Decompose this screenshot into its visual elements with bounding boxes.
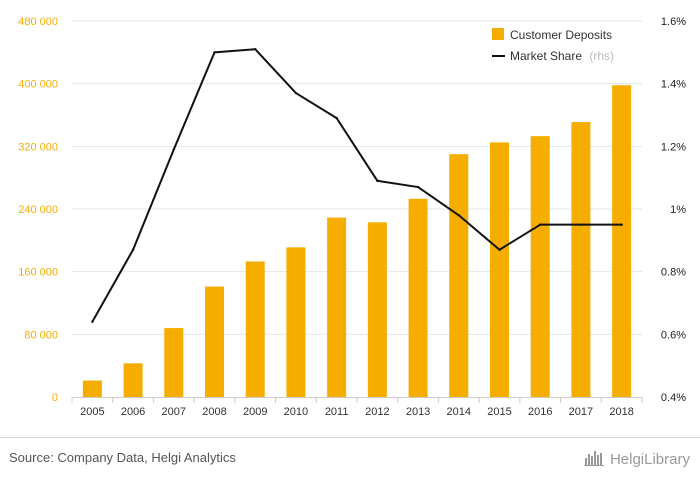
x-tick-label: 2013 bbox=[406, 406, 430, 418]
market-share-point[interactable] bbox=[416, 185, 420, 189]
x-tick-label: 2011 bbox=[325, 406, 349, 418]
x-tick-label: 2018 bbox=[609, 406, 633, 418]
brand-name: HelgiLibrary bbox=[609, 451, 690, 468]
library-icon bbox=[583, 448, 606, 471]
y-right-tick-label: 0.4% bbox=[661, 392, 686, 404]
axes: 0 80 000 160 000 240 000 320 000 400 000 480 0… bbox=[18, 16, 686, 418]
market-share-point[interactable] bbox=[294, 91, 298, 95]
market-share-point[interactable] bbox=[376, 179, 379, 182]
brand-logo[interactable]: HelgiLibrary bbox=[583, 448, 690, 471]
deposit-bar[interactable] bbox=[205, 286, 224, 397]
chart: 0 80 000 160 000 240 000 320 000 400 000 480 0… bbox=[18, 16, 686, 418]
x-tick-label: 2007 bbox=[162, 406, 186, 418]
deposit-bar[interactable] bbox=[490, 142, 509, 397]
deposit-bar[interactable] bbox=[449, 154, 469, 397]
x-tick-label: 2012 bbox=[365, 406, 389, 418]
market-share-line bbox=[91, 48, 623, 323]
deposit-bar[interactable] bbox=[286, 247, 306, 397]
y-right-tick-label: 1.2% bbox=[661, 141, 686, 153]
legend-deposits-swatch bbox=[492, 28, 504, 40]
market-share-point[interactable] bbox=[498, 248, 501, 251]
x-tick-label: 2005 bbox=[80, 406, 104, 418]
market-share-point[interactable] bbox=[131, 248, 135, 251]
legend[interactable]: Customer Deposits Market Share (rhs) bbox=[492, 28, 614, 63]
deposit-bar[interactable] bbox=[327, 217, 347, 397]
market-share-point[interactable] bbox=[539, 223, 542, 226]
x-tick-label: 2006 bbox=[121, 406, 145, 418]
footer: Source: Company Data, Helgi Analytics He… bbox=[0, 437, 700, 484]
y-right-tick-label: 0.8% bbox=[661, 267, 686, 279]
market-share-polyline[interactable] bbox=[91, 48, 622, 323]
gridlines bbox=[72, 20, 642, 335]
y-right-tick-label: 1.6% bbox=[661, 16, 686, 28]
source-note: Source: Company Data, Helgi Analytics bbox=[9, 450, 236, 465]
y-left-tick-label: 320 000 bbox=[18, 141, 58, 153]
legend-deposits-label: Customer Deposits bbox=[510, 28, 612, 42]
y-left-tick-label: 80 000 bbox=[24, 329, 58, 341]
deposit-bar[interactable] bbox=[612, 85, 632, 397]
market-share-point[interactable] bbox=[579, 223, 583, 226]
deposit-bar[interactable] bbox=[123, 363, 143, 397]
y-left-tick-label: 240 000 bbox=[18, 204, 58, 216]
x-tick-label: 2014 bbox=[447, 406, 471, 418]
y-right-tick-label: 1.4% bbox=[661, 79, 686, 91]
legend-market-share-suffix: (rhs) bbox=[589, 49, 614, 63]
y-left-tick-label: 400 000 bbox=[18, 79, 58, 91]
legend-market-share-label: Market Share (rhs) bbox=[510, 49, 614, 63]
market-share-point[interactable] bbox=[91, 320, 94, 323]
y-left-tick-label: 480 000 bbox=[18, 16, 58, 28]
x-tick-label: 2015 bbox=[487, 406, 511, 418]
x-tick-label: 2010 bbox=[284, 406, 308, 418]
deposit-bar[interactable] bbox=[571, 122, 591, 398]
y-right-tick-label: 0.6% bbox=[661, 329, 686, 341]
deposit-bar[interactable] bbox=[245, 261, 265, 397]
deposit-bar[interactable] bbox=[164, 328, 184, 397]
market-share-point[interactable] bbox=[457, 214, 460, 217]
deposit-bar[interactable] bbox=[82, 380, 102, 397]
y-left-tick-label: 160 000 bbox=[18, 267, 58, 279]
market-share-point[interactable] bbox=[172, 148, 175, 151]
legend-market-share-name: Market Share bbox=[510, 49, 582, 63]
x-tick-label: 2017 bbox=[569, 406, 593, 418]
y-left-tick-label: 0 bbox=[52, 392, 58, 404]
x-tick-label: 2009 bbox=[243, 406, 267, 418]
x-tick-label: 2016 bbox=[528, 406, 552, 418]
market-share-point[interactable] bbox=[213, 51, 216, 54]
market-share-point[interactable] bbox=[620, 223, 623, 226]
deposit-bar[interactable] bbox=[530, 136, 550, 397]
deposit-bar[interactable] bbox=[367, 222, 387, 397]
x-tick-label: 2008 bbox=[202, 406, 226, 418]
deposit-bars bbox=[82, 85, 632, 398]
y-right-tick-label: 1% bbox=[670, 204, 686, 216]
deposit-bar[interactable] bbox=[408, 198, 428, 397]
market-share-point[interactable] bbox=[335, 116, 338, 120]
market-share-point[interactable] bbox=[254, 48, 257, 51]
